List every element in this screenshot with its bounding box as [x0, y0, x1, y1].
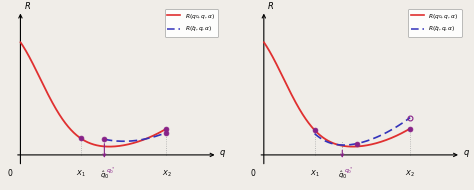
Text: $X_2$: $X_2$: [405, 169, 415, 179]
Legend: $R(q_0, q, \alpha)$, $R(\hat{q}, q, \alpha)$: $R(q_0, q, \alpha)$, $R(\hat{q}, q, \alp…: [164, 9, 218, 37]
Text: $\hat{q}_0$: $\hat{q}_0$: [100, 169, 109, 180]
Text: $q$: $q$: [463, 148, 470, 159]
Text: $q_0^*$: $q_0^*$: [344, 166, 353, 177]
Text: $X_1$: $X_1$: [310, 169, 320, 179]
Text: $q$: $q$: [219, 148, 226, 159]
Legend: $R(q_0, q, \alpha)$, $R(\hat{q}, q, \alpha)$: $R(q_0, q, \alpha)$, $R(\hat{q}, q, \alp…: [408, 9, 462, 37]
Text: $X_2$: $X_2$: [162, 169, 171, 179]
Text: $X_1$: $X_1$: [76, 169, 85, 179]
Text: $0$: $0$: [7, 166, 13, 177]
Text: $q_0^*$: $q_0^*$: [106, 166, 115, 177]
Text: $R$: $R$: [24, 0, 31, 11]
Text: $R$: $R$: [267, 0, 274, 11]
Text: $\hat{q}_0$: $\hat{q}_0$: [337, 169, 347, 180]
Text: $0$: $0$: [250, 166, 256, 177]
